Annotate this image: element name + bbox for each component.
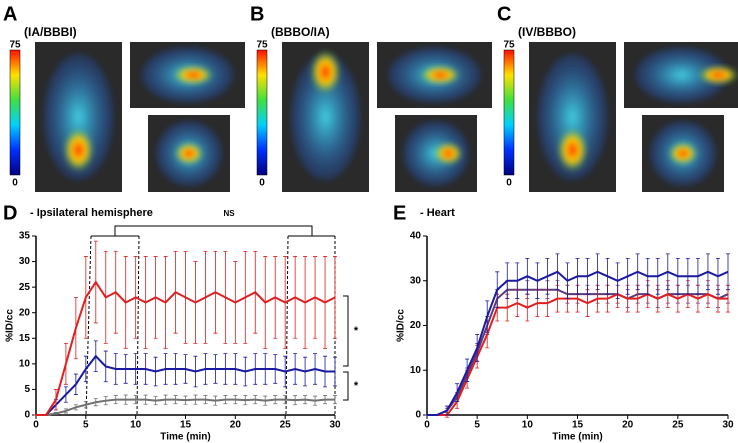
panel-letter: B	[250, 3, 264, 25]
y-tick-label: 20	[410, 320, 422, 331]
y-tick-label: 10	[410, 365, 422, 376]
x-tick-label: 15	[572, 420, 584, 431]
d-brackets	[85, 225, 349, 416]
x-axis-label: Time (min)	[552, 432, 602, 443]
panel-letter: C	[497, 3, 511, 25]
x-tick-label: 10	[130, 420, 142, 431]
data-line	[427, 270, 729, 416]
x-tick-label: 25	[280, 420, 292, 431]
data-line	[36, 280, 336, 416]
x-tick-label: 5	[474, 420, 480, 431]
pet-image-hotspot	[556, 127, 589, 173]
annotation: NS	[223, 209, 235, 218]
pet-image-tissue	[537, 54, 608, 180]
pet-image-tissue	[635, 47, 728, 103]
y-tick-label: 10	[19, 358, 31, 369]
y-tick-label: 15	[19, 333, 31, 344]
pet-image-hotspot	[668, 141, 698, 166]
data-line	[36, 354, 335, 416]
chart-title: - Ipsilateral hemisphere	[30, 207, 153, 219]
pet-image-hotspot	[62, 127, 95, 173]
panel-label: (BBBO/IA)	[271, 25, 330, 39]
pet-image-hotspot	[309, 49, 342, 95]
pet-image-hotspot	[419, 65, 461, 85]
x-tick-label: 20	[622, 420, 634, 431]
x-tick-label: 15	[180, 420, 192, 431]
colorbar	[9, 49, 21, 176]
panel-letter: D	[3, 202, 17, 224]
y-tick-label: 25	[19, 282, 31, 293]
panel-label: (IA/BBBI)	[24, 25, 77, 39]
colorbar-max: 75	[503, 40, 515, 51]
x-tick-label: 10	[522, 420, 534, 431]
y-tick-label: 35	[19, 231, 31, 242]
x-axis-label: Time (min)	[160, 432, 210, 443]
annotation: *	[354, 325, 359, 337]
pet-image-hotspot	[697, 65, 738, 85]
colorbar	[503, 49, 515, 176]
pet-image-tissue	[43, 54, 114, 180]
x-tick-label: 25	[672, 420, 684, 431]
y-tick-label: 30	[19, 256, 31, 267]
x-tick-label: 20	[230, 420, 242, 431]
colorbar-min: 0	[12, 178, 18, 189]
colorbar	[256, 49, 268, 176]
panel-letter: E	[393, 202, 406, 224]
colorbar-max: 75	[256, 40, 268, 51]
y-tick-label: 40	[410, 231, 422, 242]
panel-letter: A	[3, 3, 17, 25]
x-tick-label: 0	[33, 420, 39, 431]
panel-label: (IV/BBBO)	[518, 25, 576, 39]
data-line	[36, 398, 335, 416]
y-axis-label: %ID/cc	[5, 309, 16, 342]
y-tick-label: 0	[415, 410, 421, 421]
pet-image-tissue	[290, 54, 361, 180]
y-tick-label: 20	[19, 307, 31, 318]
y-tick-label: 5	[24, 384, 30, 395]
colorbar-min: 0	[506, 178, 512, 189]
x-tick-label: 5	[83, 420, 89, 431]
pet-image-hotspot	[433, 141, 464, 166]
pet-image-hotspot	[174, 141, 204, 166]
colorbar-min: 0	[259, 178, 265, 189]
y-axis-label: %ID/cc	[396, 309, 407, 342]
x-tick-label: 0	[424, 420, 430, 431]
chart-title: - Heart	[420, 207, 455, 219]
pet-image-hotspot	[172, 65, 214, 85]
y-tick-label: 30	[410, 275, 422, 286]
x-tick-label: 30	[722, 420, 734, 431]
x-tick-label: 30	[329, 420, 341, 431]
colorbar-max: 75	[9, 40, 21, 51]
annotation: *	[354, 380, 359, 392]
y-tick-label: 0	[24, 410, 30, 421]
